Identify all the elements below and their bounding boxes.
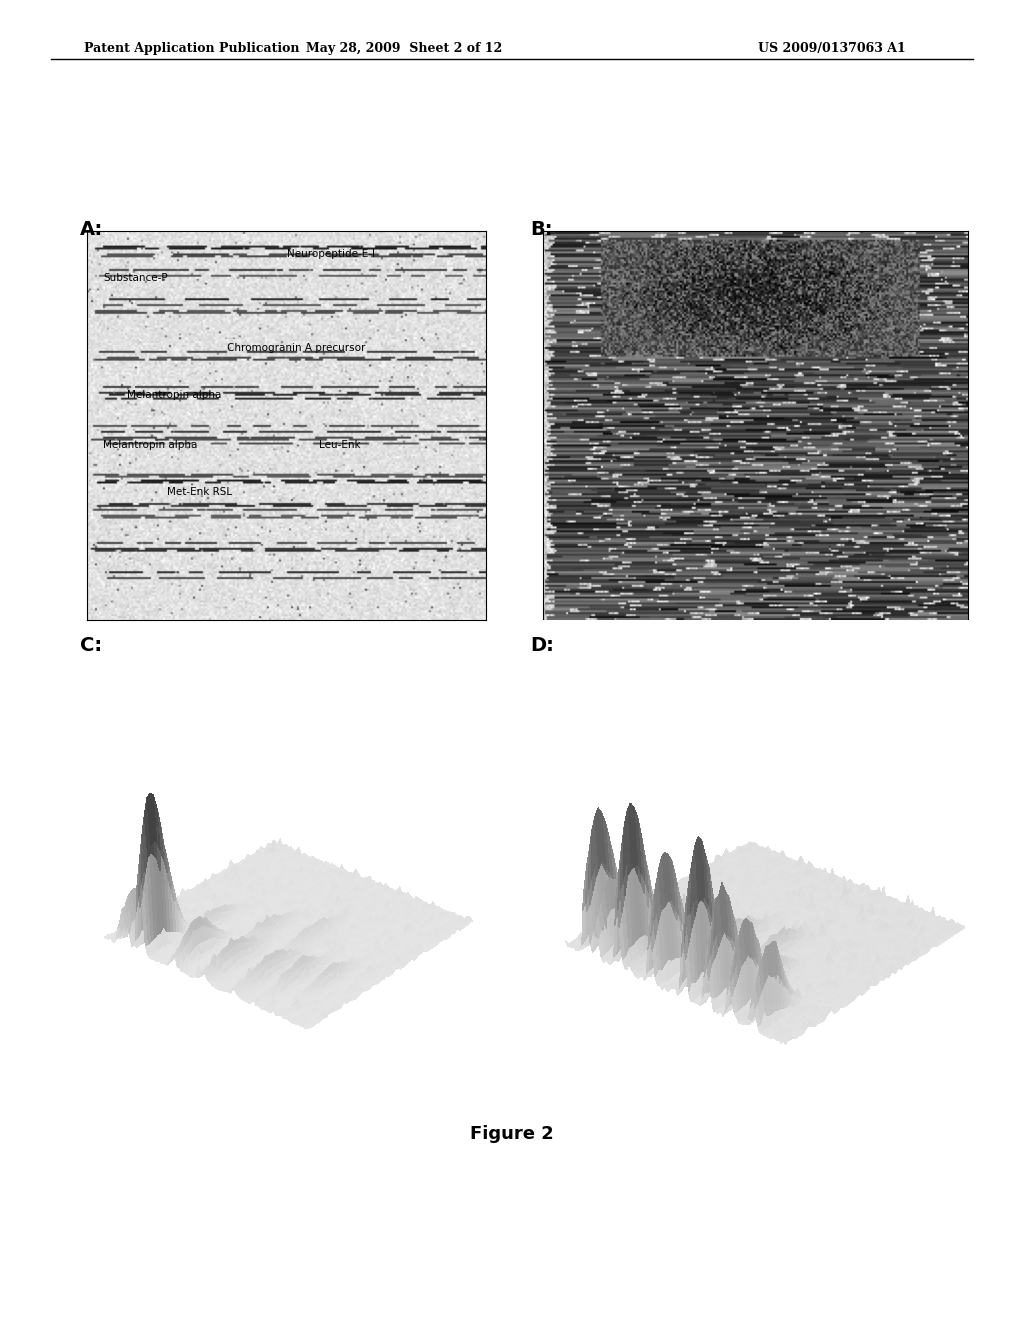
- Text: Melantropin alpha: Melantropin alpha: [103, 440, 198, 450]
- Text: Melantropin alpha: Melantropin alpha: [127, 389, 221, 400]
- Text: B:: B:: [530, 220, 553, 239]
- Text: Chromogranin A precursor: Chromogranin A precursor: [226, 343, 366, 352]
- Text: May 28, 2009  Sheet 2 of 12: May 28, 2009 Sheet 2 of 12: [306, 41, 503, 54]
- Text: Neuropeptide-E-I: Neuropeptide-E-I: [287, 249, 375, 259]
- Text: Patent Application Publication: Patent Application Publication: [84, 41, 299, 54]
- Text: Met-Enk RSL: Met-Enk RSL: [167, 487, 232, 496]
- Text: C:: C:: [80, 636, 102, 655]
- Text: D:: D:: [530, 636, 554, 655]
- Text: Substance-P: Substance-P: [103, 273, 168, 282]
- Text: A:: A:: [80, 220, 103, 239]
- Text: Leu-Enk: Leu-Enk: [318, 440, 360, 450]
- Text: US 2009/0137063 A1: US 2009/0137063 A1: [758, 41, 905, 54]
- Text: Figure 2: Figure 2: [470, 1125, 554, 1143]
